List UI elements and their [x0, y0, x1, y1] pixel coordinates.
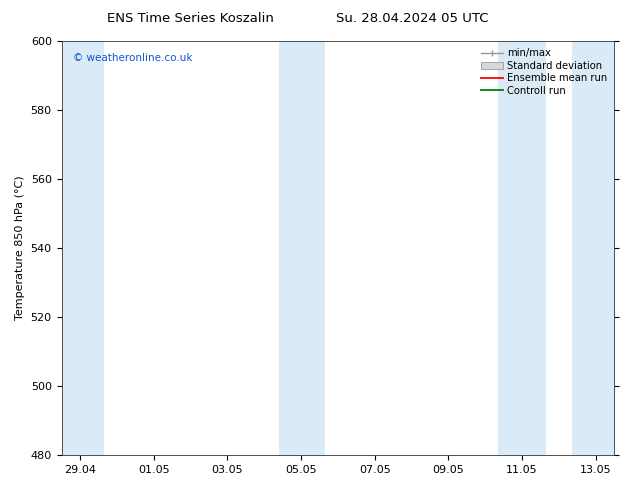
Bar [572, 41, 619, 455]
Y-axis label: Temperature 850 hPa (°C): Temperature 850 hPa (°C) [15, 176, 25, 320]
Text: Su. 28.04.2024 05 UTC: Su. 28.04.2024 05 UTC [336, 12, 488, 25]
Bar [279, 41, 325, 455]
Text: © weatheronline.co.uk: © weatheronline.co.uk [72, 53, 192, 64]
Bar [61, 41, 104, 455]
Text: ENS Time Series Koszalin: ENS Time Series Koszalin [107, 12, 274, 25]
Legend: min/max, Standard deviation, Ensemble mean run, Controll run: min/max, Standard deviation, Ensemble me… [479, 46, 609, 98]
Bar [498, 41, 546, 455]
